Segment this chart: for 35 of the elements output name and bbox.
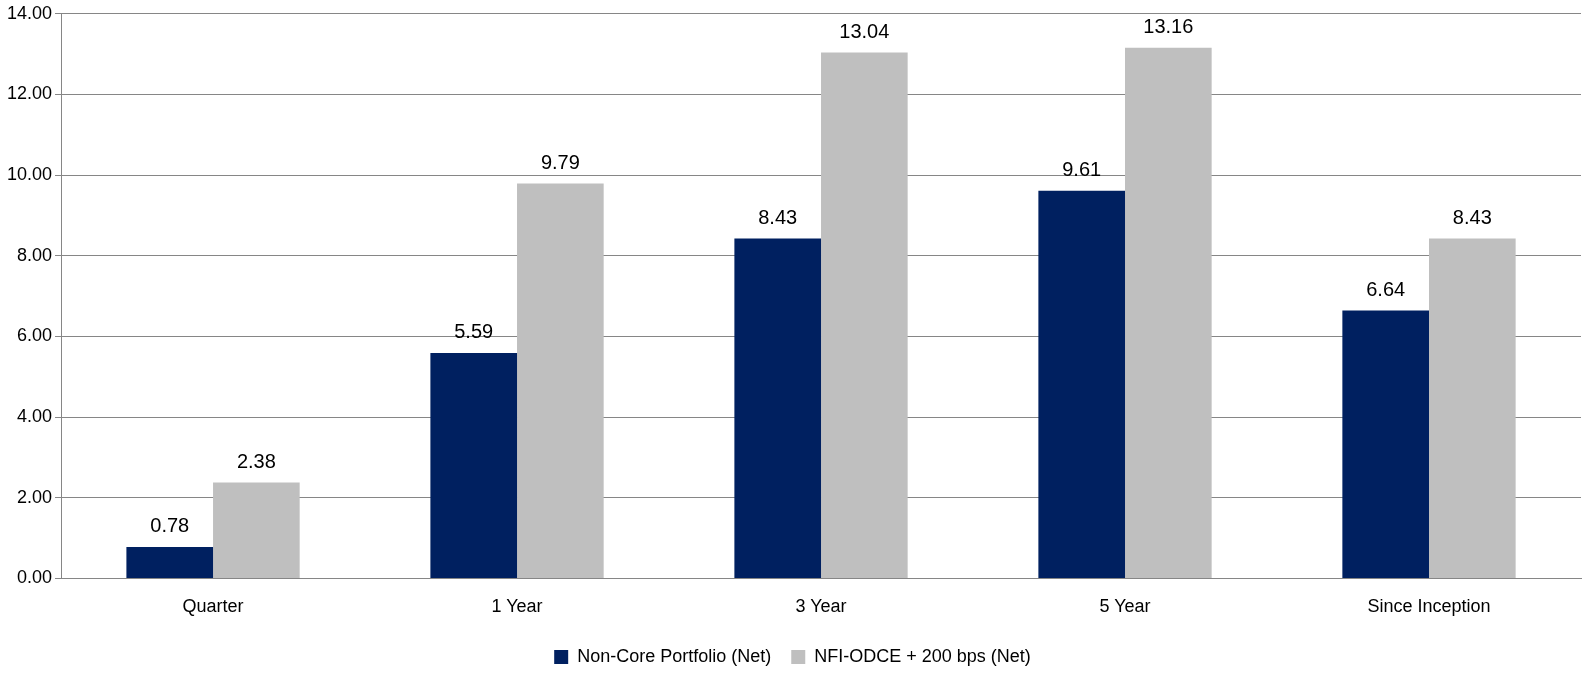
- bar: [1038, 190, 1126, 578]
- bar: [517, 183, 604, 578]
- data-label: 0.78: [150, 514, 190, 537]
- data-label: 9.61: [1062, 158, 1102, 181]
- data-label: 2.38: [236, 449, 276, 472]
- bar: [213, 482, 300, 578]
- bar: [821, 52, 908, 578]
- y-tick-label: 12.00: [7, 83, 53, 104]
- y-tick-label: 8.00: [17, 244, 53, 265]
- data-label: 6.64: [1366, 278, 1406, 301]
- bar: [126, 546, 214, 578]
- bar: [1342, 310, 1429, 578]
- y-tick-label: 4.00: [17, 406, 53, 427]
- legend-label: Non-Core Portfolio (Net): [577, 645, 772, 666]
- x-tick-label: 3 Year: [795, 596, 847, 617]
- legend-label: NFI-ODCE + 200 bps (Net): [814, 645, 1031, 666]
- x-tick-label: 1 Year: [491, 596, 543, 617]
- y-tick-label: 14.00: [7, 2, 53, 23]
- bar: [734, 238, 822, 578]
- y-tick-label: 2.00: [17, 486, 53, 507]
- data-label: 8.43: [758, 205, 798, 228]
- data-label: 8.43: [1452, 205, 1492, 228]
- y-tick-label: 6.00: [17, 325, 53, 346]
- bar: [430, 352, 518, 578]
- bar: [1429, 238, 1516, 578]
- x-tick-label: 5 Year: [1099, 596, 1151, 617]
- data-label: 13.16: [1143, 15, 1194, 38]
- y-tick-label: 0.00: [17, 567, 53, 588]
- y-tick-label: 10.00: [7, 164, 53, 185]
- data-label: 9.79: [540, 151, 580, 174]
- x-tick-label: Quarter: [182, 596, 244, 617]
- data-label: 13.04: [839, 20, 890, 43]
- data-label: 5.59: [454, 320, 494, 343]
- x-tick-label: Since Inception: [1367, 596, 1491, 617]
- bar: [1125, 47, 1212, 578]
